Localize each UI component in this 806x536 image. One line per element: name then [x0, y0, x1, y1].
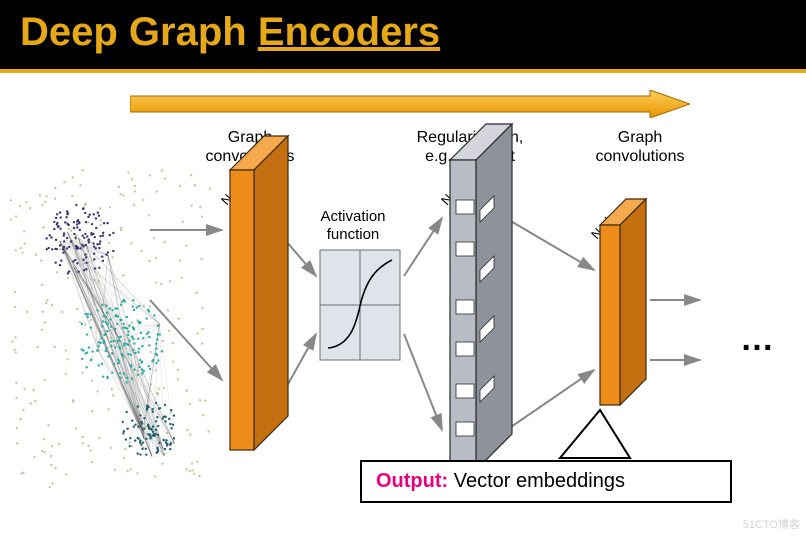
layer-slab-conv-2: [600, 199, 646, 405]
input-graph: [10, 169, 212, 488]
watermark: 51CTO博客: [743, 516, 800, 532]
callout-pointer: [560, 410, 630, 458]
ellipsis: …: [740, 320, 774, 359]
activation-function-plot: [320, 250, 400, 360]
layer-slab-regularization: [450, 124, 512, 470]
output-label: Output:: [376, 470, 448, 492]
layer-slab-conv-1: [230, 136, 288, 450]
output-text: Vector embeddings: [448, 470, 625, 492]
output-callout: Output: Vector embeddings: [360, 460, 732, 503]
diagram-canvas: [0, 0, 806, 536]
